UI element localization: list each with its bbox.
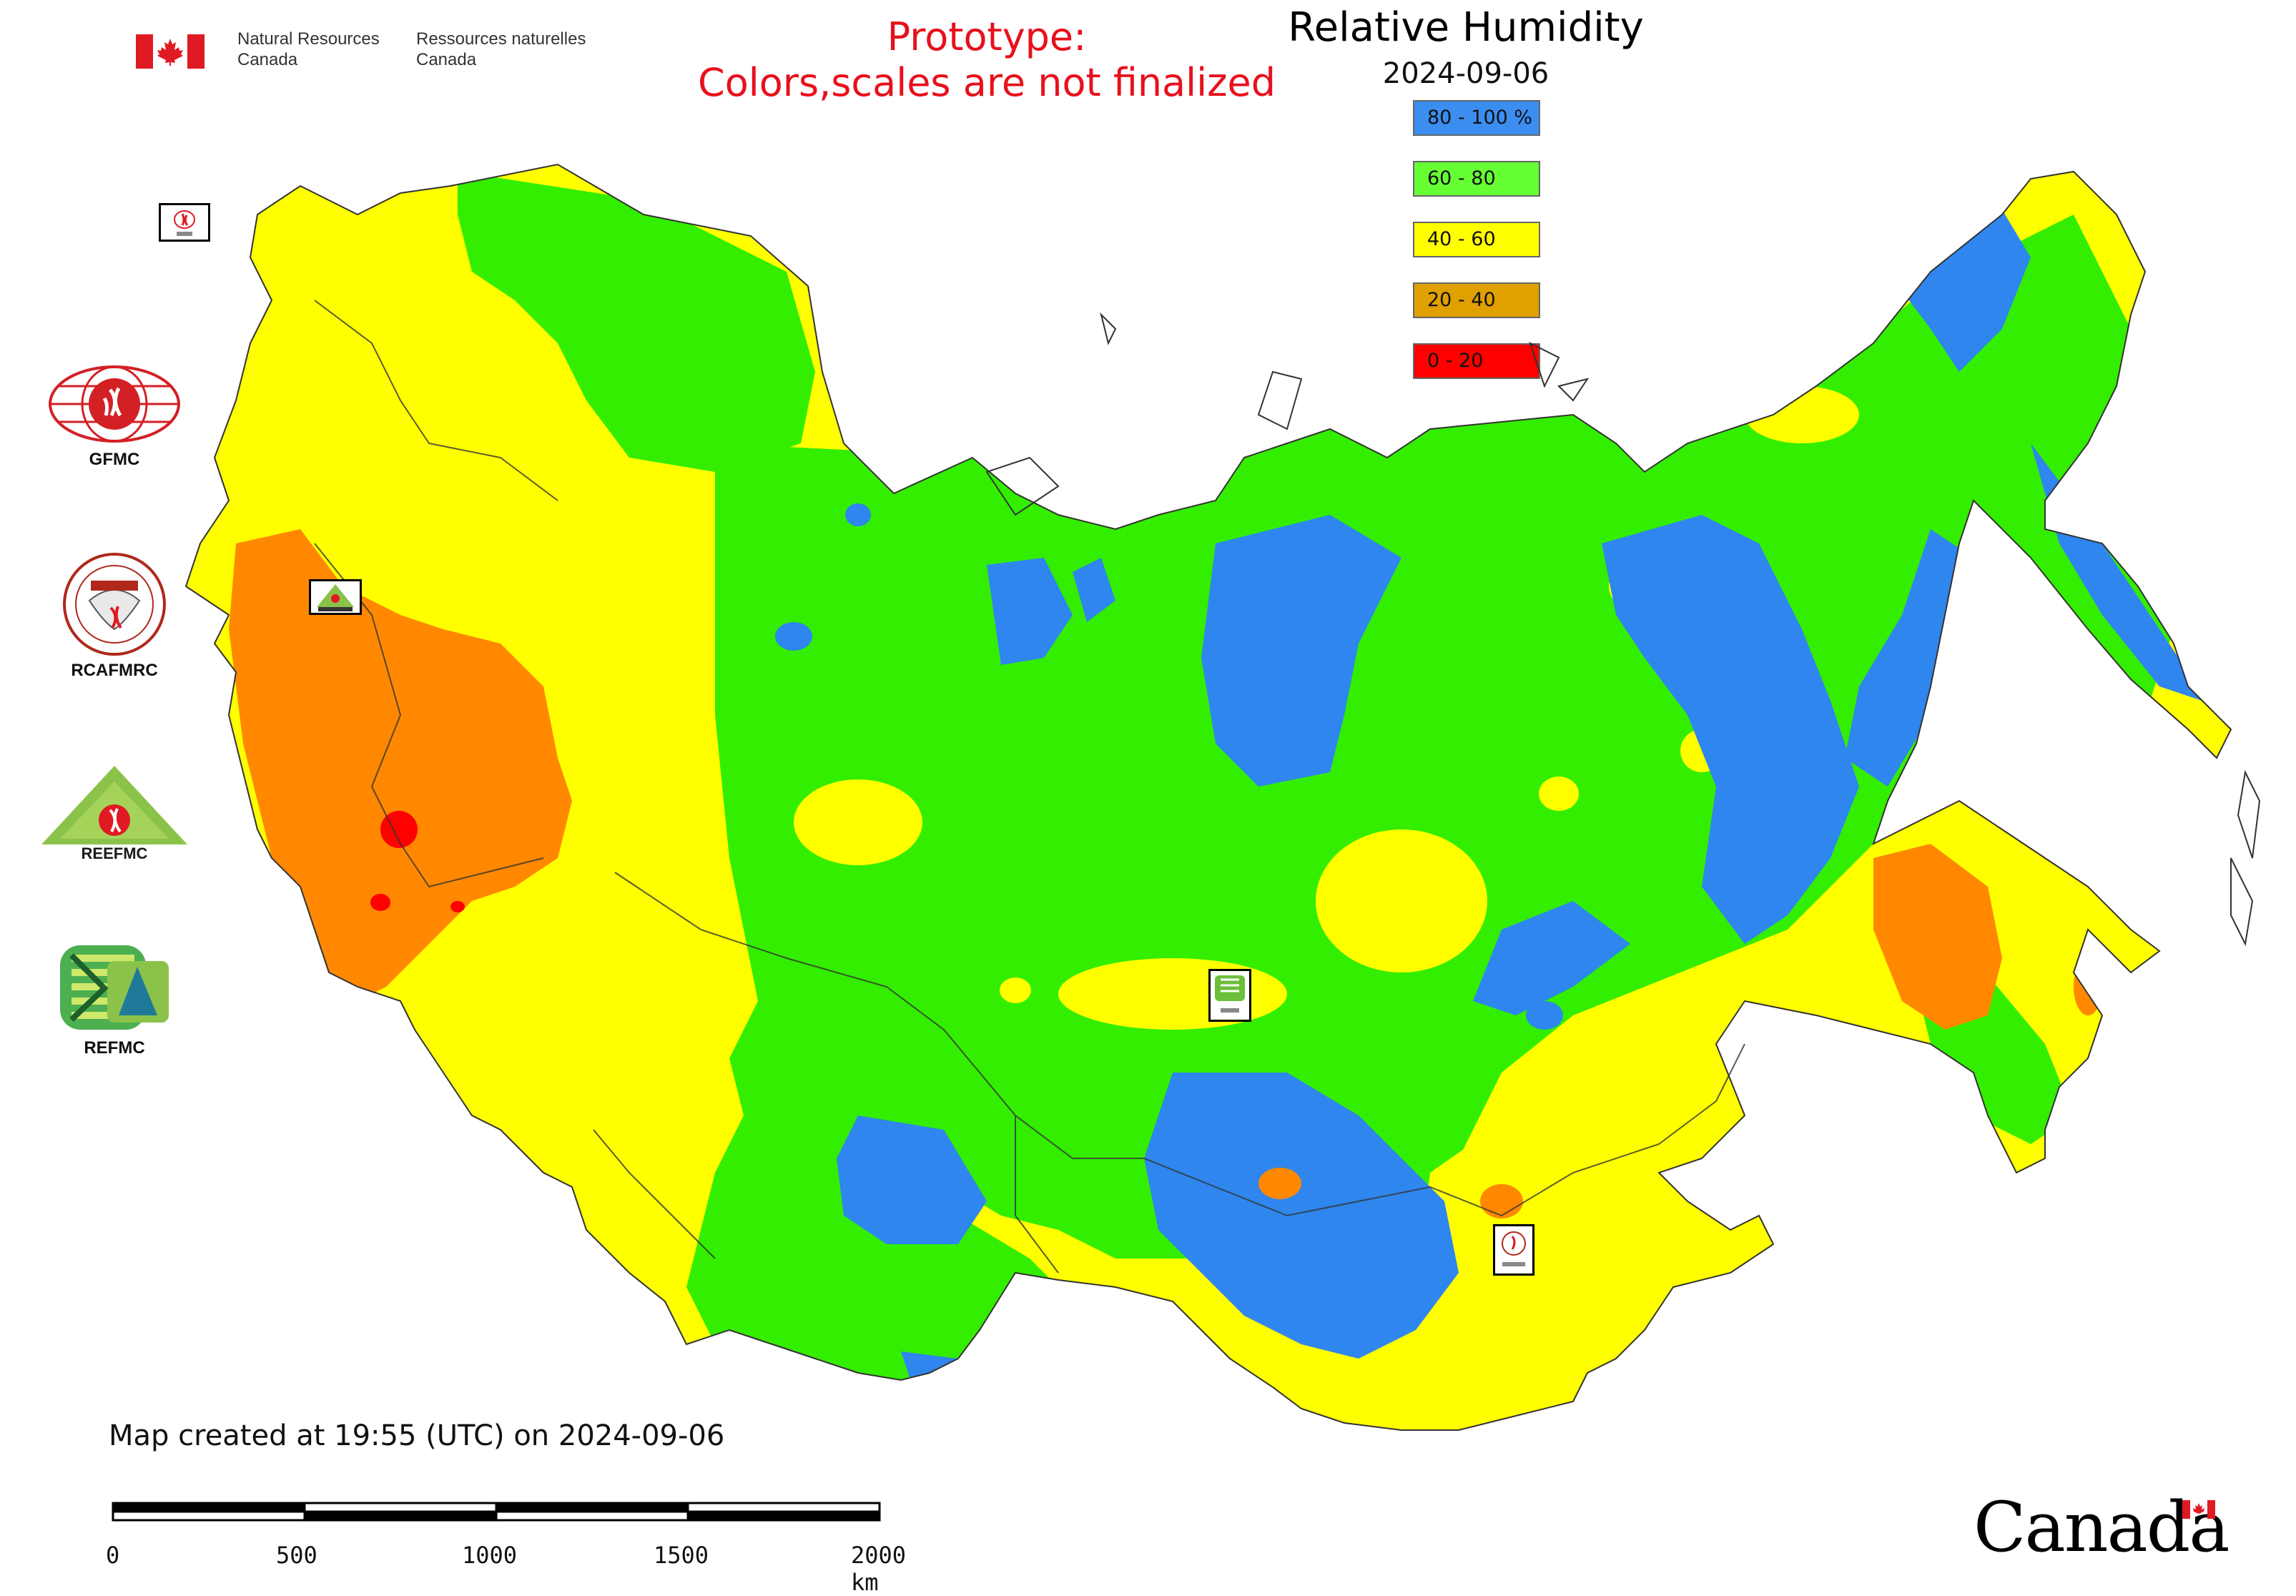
wordmark-flag-icon xyxy=(2182,1500,2215,1519)
prototype-line2: Colors,scales are not finalized xyxy=(698,60,1276,105)
scale-tick-2000: 2000 km xyxy=(851,1542,907,1596)
org-en-line2: Canada xyxy=(237,50,298,69)
nrcan-signature: Natural Resources Canada Ressources natu… xyxy=(136,29,608,72)
refmc-logo: REFMC xyxy=(29,942,200,1058)
org-fr-line2: Canada xyxy=(416,50,477,69)
legend-item-80-100: 80 - 100 % xyxy=(1413,100,1540,136)
canada-wordmark-text: Canada xyxy=(1974,1487,2230,1567)
prototype-line1: Prototype: xyxy=(887,14,1087,59)
gfmc-caption: GFMC xyxy=(89,450,140,469)
scale-bar-graphic xyxy=(112,1502,881,1522)
gfmc-emblem-icon xyxy=(49,365,180,443)
org-en-line1: Natural Resources xyxy=(237,29,380,49)
rcafmrc-map-marker-icon xyxy=(1493,1224,1534,1276)
rcafmrc-caption: RCAFMRC xyxy=(71,661,158,680)
refmc-map-marker-icon xyxy=(1208,969,1251,1022)
map-title: Relative Humidity xyxy=(1288,4,1644,51)
scale-tick-0: 0 xyxy=(106,1542,120,1569)
reefmc-map-marker-icon xyxy=(309,579,362,615)
prototype-notice: Prototype: Colors,scales are not finaliz… xyxy=(658,14,1316,106)
gfmc-map-marker-icon xyxy=(159,203,210,242)
map-date: 2024-09-06 xyxy=(1382,57,1549,90)
map-created-note: Map created at 19:55 (UTC) on 2024-09-06 xyxy=(109,1419,725,1452)
rcafmrc-emblem-icon xyxy=(63,553,166,656)
rcafmrc-logo: RCAFMRC xyxy=(29,551,200,681)
svg-text:REEFMC: REEFMC xyxy=(82,844,148,862)
refmc-emblem-icon xyxy=(60,945,169,1030)
scale-bar: 0 500 1000 1500 2000 km xyxy=(106,1497,906,1596)
org-name-en: Natural Resources Canada xyxy=(237,29,380,70)
canada-flag-icon xyxy=(136,34,205,69)
scale-tick-500: 500 xyxy=(276,1542,317,1569)
refmc-caption: REFMC xyxy=(84,1038,145,1058)
legend-item-0-20: 0 - 20 xyxy=(1413,343,1540,379)
org-fr-line1: Ressources naturelles xyxy=(416,29,586,49)
reefmc-emblem-icon: REEFMC xyxy=(41,766,187,862)
scale-tick-1000: 1000 xyxy=(462,1542,518,1569)
canada-wordmark: Canada xyxy=(1974,1487,2230,1567)
gfmc-logo: GFMC xyxy=(29,361,200,470)
reefmc-logo: REEFMC xyxy=(29,762,200,872)
scale-tick-1500: 1500 xyxy=(654,1542,709,1569)
legend-item-40-60: 40 - 60 xyxy=(1413,222,1540,257)
org-name-fr: Ressources naturelles Canada xyxy=(416,29,586,70)
legend-item-20-40: 20 - 40 xyxy=(1413,282,1540,318)
legend-item-60-80: 60 - 80 xyxy=(1413,161,1540,197)
